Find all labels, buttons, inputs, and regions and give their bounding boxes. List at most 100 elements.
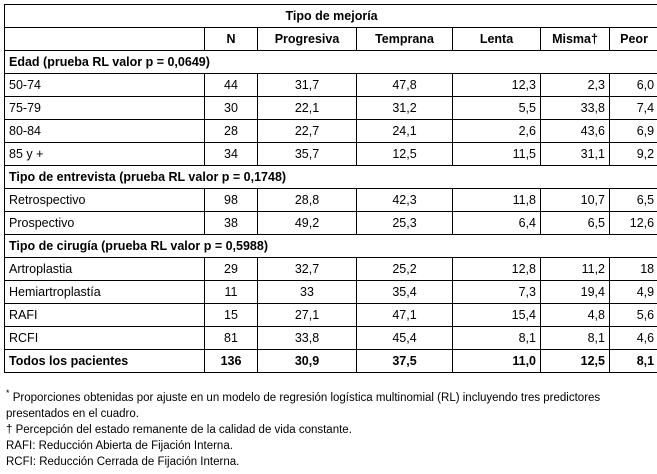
total-n: 136 <box>204 349 258 373</box>
total-lenta: 11,0 <box>452 349 541 373</box>
cell-progresiva: 33,8 <box>257 326 357 350</box>
cell-temprana: 25,2 <box>356 257 453 281</box>
table-row: 75-79 30 22,1 31,2 5,5 33,8 7,4 <box>4 96 657 120</box>
results-table: Tipo de mejoría N Progresiva Temprana Le… <box>3 4 657 373</box>
cell-temprana: 24,1 <box>356 119 453 143</box>
row-label: RAFI <box>4 303 205 327</box>
footnotes: * Proporciones obtenidas por ajuste en u… <box>6 388 646 470</box>
cell-peor: 4,6 <box>608 326 657 350</box>
table-row: Artroplastia 29 32,7 25,2 12,8 11,2 18 <box>4 257 657 281</box>
row-label: 80-84 <box>4 119 205 143</box>
header-blank <box>4 27 205 51</box>
footnote-4: RCFI: Reducción Cerrada de Fijación Inte… <box>6 454 646 470</box>
cell-temprana: 31,2 <box>356 96 453 120</box>
cell-temprana: 47,1 <box>356 303 453 327</box>
row-label: Hemiartroplastía <box>4 280 205 304</box>
group-label: Edad (prueba RL valor p = 0,0649) <box>3 50 657 74</box>
cell-n: 98 <box>204 188 258 212</box>
footnote-1-symbol: * <box>6 388 10 399</box>
cell-misma: 2,3 <box>540 73 610 97</box>
header-lenta: Lenta <box>452 27 541 51</box>
group-label: Tipo de cirugía (prueba RL valor p = 0,5… <box>3 234 657 258</box>
total-peor: 8,1 <box>608 349 657 373</box>
row-label: Artroplastia <box>4 257 205 281</box>
cell-n: 30 <box>204 96 258 120</box>
group-row: Tipo de entrevista (prueba RL valor p = … <box>3 165 657 189</box>
table-row: RCFI 81 33,8 45,4 8,1 8,1 4,6 <box>4 326 657 350</box>
cell-peor: 6,0 <box>608 73 657 97</box>
header-misma: Misma† <box>540 27 610 51</box>
cell-misma: 43,6 <box>540 119 610 143</box>
cell-progresiva: 22,7 <box>257 119 357 143</box>
cell-peor: 6,9 <box>608 119 657 143</box>
cell-peor: 5,6 <box>608 303 657 327</box>
cell-lenta: 2,6 <box>452 119 541 143</box>
cell-lenta: 12,3 <box>452 73 541 97</box>
cell-misma: 11,2 <box>540 257 610 281</box>
cell-n: 29 <box>204 257 258 281</box>
cell-peor: 9,2 <box>608 142 657 166</box>
group-label: Tipo de entrevista (prueba RL valor p = … <box>3 165 657 189</box>
header-temprana: Temprana <box>356 27 453 51</box>
total-temprana: 37,5 <box>356 349 453 373</box>
footnote-2: † Percepción del estado remanente de la … <box>6 422 646 438</box>
cell-n: 11 <box>204 280 258 304</box>
cell-misma: 31,1 <box>540 142 610 166</box>
cell-n: 44 <box>204 73 258 97</box>
cell-n: 15 <box>204 303 258 327</box>
cell-misma: 19,4 <box>540 280 610 304</box>
footnote-2-text: Percepción del estado remanente de la ca… <box>15 424 352 436</box>
cell-lenta: 12,8 <box>452 257 541 281</box>
cell-peor: 12,6 <box>608 211 657 235</box>
cell-peor: 6,5 <box>608 188 657 212</box>
cell-progresiva: 27,1 <box>257 303 357 327</box>
cell-temprana: 45,4 <box>356 326 453 350</box>
header-progresiva: Progresiva <box>257 27 357 51</box>
table-row: Prospectivo 38 49,2 25,3 6,4 6,5 12,6 <box>4 211 657 235</box>
footnote-2-symbol: † <box>6 424 13 436</box>
cell-n: 34 <box>204 142 258 166</box>
total-progresiva: 30,9 <box>257 349 357 373</box>
cell-n: 81 <box>204 326 258 350</box>
table-header-row: N Progresiva Temprana Lenta Misma† Peor <box>4 27 657 51</box>
total-misma: 12,5 <box>540 349 610 373</box>
cell-temprana: 12,5 <box>356 142 453 166</box>
cell-progresiva: 35,7 <box>257 142 357 166</box>
footnote-3-text: RAFI: Reducción Abierta de Fijación Inte… <box>6 440 233 452</box>
row-label: 85 y + <box>4 142 205 166</box>
table-row: 85 y + 34 35,7 12,5 11,5 31,1 9,2 <box>4 142 657 166</box>
cell-lenta: 5,5 <box>452 96 541 120</box>
cell-progresiva: 33 <box>257 280 357 304</box>
cell-lenta: 11,8 <box>452 188 541 212</box>
cell-misma: 33,8 <box>540 96 610 120</box>
header-peor: Peor <box>608 27 657 51</box>
cell-lenta: 8,1 <box>452 326 541 350</box>
cell-misma: 4,8 <box>540 303 610 327</box>
cell-lenta: 6,4 <box>452 211 541 235</box>
row-label: Prospectivo <box>4 211 205 235</box>
cell-peor: 18 <box>608 257 657 281</box>
cell-misma: 10,7 <box>540 188 610 212</box>
cell-misma: 6,5 <box>540 211 610 235</box>
cell-progresiva: 31,7 <box>257 73 357 97</box>
group-row: Tipo de cirugía (prueba RL valor p = 0,5… <box>3 234 657 258</box>
cell-temprana: 35,4 <box>356 280 453 304</box>
cell-lenta: 7,3 <box>452 280 541 304</box>
table-row: 50-74 44 31,7 47,8 12,3 2,3 6,0 <box>4 73 657 97</box>
table-row: Retrospectivo 98 28,8 42,3 11,8 10,7 6,5 <box>4 188 657 212</box>
cell-progresiva: 49,2 <box>257 211 357 235</box>
table-super-header: Tipo de mejoría <box>3 4 657 28</box>
cell-lenta: 11,5 <box>452 142 541 166</box>
cell-lenta: 15,4 <box>452 303 541 327</box>
cell-temprana: 42,3 <box>356 188 453 212</box>
table-row: RAFI 15 27,1 47,1 15,4 4,8 5,6 <box>4 303 657 327</box>
cell-temprana: 47,8 <box>356 73 453 97</box>
table-row: Hemiartroplastía 11 33 35,4 7,3 19,4 4,9 <box>4 280 657 304</box>
cell-temprana: 25,3 <box>356 211 453 235</box>
cell-peor: 4,9 <box>608 280 657 304</box>
row-label: Retrospectivo <box>4 188 205 212</box>
row-label: RCFI <box>4 326 205 350</box>
header-n: N <box>204 27 258 51</box>
total-row: Todos los pacientes 136 30,9 37,5 11,0 1… <box>4 349 657 373</box>
